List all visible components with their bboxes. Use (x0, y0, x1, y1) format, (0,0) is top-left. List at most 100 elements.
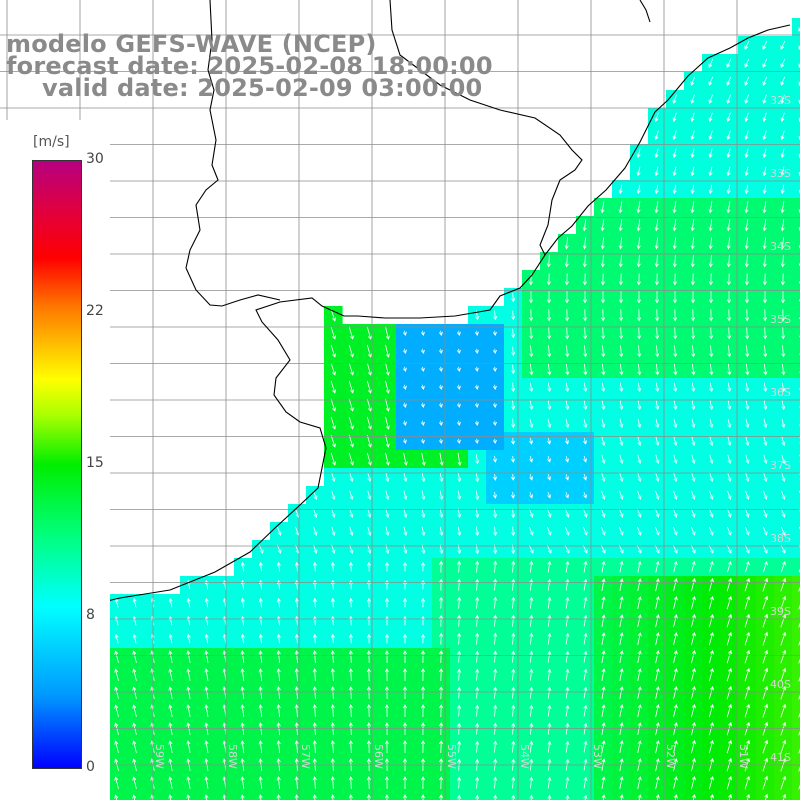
wind-arrow (547, 382, 552, 393)
wind-arrow (655, 345, 660, 358)
wind-arrow (726, 649, 732, 664)
wind-arrow (744, 703, 751, 718)
wind-arrow (493, 578, 498, 591)
wind-arrow (637, 776, 642, 790)
wind-arrow (601, 454, 606, 465)
wind-arrow (654, 166, 659, 177)
wind-arrow (240, 668, 245, 681)
wind-arrow (132, 740, 137, 753)
speed-cell (792, 468, 800, 487)
wind-arrow (690, 526, 696, 536)
wind-arrow (673, 740, 678, 754)
wind-arrow (726, 775, 732, 790)
wind-arrow (366, 776, 371, 790)
speed-cell (792, 432, 800, 451)
wind-arrow (636, 291, 642, 304)
wind-arrow (637, 490, 642, 500)
wind-arrow (312, 776, 317, 790)
wind-arrow (601, 668, 606, 681)
speed-cell (792, 702, 800, 721)
wind-arrow (727, 400, 732, 411)
wind-arrow (637, 686, 642, 700)
wind-arrow (601, 560, 606, 573)
wind-arrow (637, 794, 642, 800)
wind-arrow (654, 130, 659, 141)
wind-arrow (276, 794, 281, 800)
wind-arrow (439, 596, 444, 609)
wind-arrow (493, 508, 498, 519)
wind-arrow (186, 686, 191, 699)
speed-cell (792, 594, 800, 613)
wind-arrow (726, 291, 732, 304)
wind-arrow (529, 508, 534, 518)
wind-arrow (510, 473, 516, 481)
wind-arrow (780, 667, 787, 682)
wind-arrow (330, 362, 336, 376)
wind-arrow (726, 94, 731, 104)
wind-arrow (637, 650, 642, 664)
speed-cell (792, 486, 800, 505)
wind-arrow (439, 472, 444, 483)
wind-arrow (763, 508, 768, 518)
wind-arrow (186, 650, 191, 663)
wind-arrow (691, 613, 696, 628)
wind-arrow (744, 595, 751, 610)
wind-arrow (366, 452, 372, 466)
wind-arrow (708, 721, 714, 736)
wind-arrow (294, 633, 299, 644)
wind-arrow (601, 596, 606, 609)
wind-arrow (402, 650, 408, 663)
wind-arrow (330, 668, 335, 682)
wind-arrow (762, 291, 768, 304)
wind-arrow (582, 255, 587, 268)
wind-arrow (529, 776, 534, 789)
wind-arrow (132, 704, 137, 717)
wind-arrow (529, 400, 534, 411)
wind-arrow (240, 704, 245, 717)
wind-arrow (762, 112, 767, 123)
wind-arrow (762, 561, 768, 573)
wind-arrow (384, 704, 389, 718)
wind-arrow (457, 686, 462, 699)
wind-arrow (294, 722, 299, 736)
speed-cell (180, 792, 199, 800)
wind-arrow (601, 472, 606, 482)
wind-arrow (691, 418, 696, 429)
wind-arrow (457, 596, 462, 609)
wind-arrow (439, 668, 444, 682)
wind-arrow (474, 402, 479, 409)
wind-arrow (385, 472, 390, 483)
wind-arrow (672, 94, 677, 104)
wind-arrow (186, 704, 191, 717)
wind-arrow (439, 722, 444, 736)
wind-arrow (132, 686, 137, 699)
wind-arrow (330, 776, 335, 790)
wind-arrow (493, 526, 498, 537)
wind-arrow (366, 633, 371, 644)
longitude-label: 56W (372, 744, 385, 769)
wind-arrow (727, 363, 732, 376)
wind-arrow (618, 201, 623, 214)
wind-arrow (798, 604, 800, 610)
wind-arrow (726, 201, 731, 214)
wind-arrow (726, 577, 732, 592)
wind-arrow (330, 452, 336, 466)
speed-cell (792, 684, 800, 703)
wind-arrow (348, 362, 354, 376)
wind-arrow (511, 418, 516, 429)
wind-arrow (780, 577, 787, 592)
wind-arrow (258, 633, 263, 644)
wind-arrow (726, 631, 732, 646)
wind-arrow (547, 400, 552, 411)
wind-arrow (456, 384, 461, 391)
speed-cell (792, 738, 800, 757)
wind-arrow (492, 455, 498, 463)
wind-arrow (402, 438, 407, 445)
speed-cell (792, 666, 800, 685)
wind-arrow (780, 685, 787, 700)
wind-arrow (384, 668, 389, 682)
wind-arrow (655, 794, 660, 800)
latitude-label: 40S (770, 678, 791, 691)
wind-arrow (330, 344, 336, 358)
wind-arrow (763, 418, 768, 429)
